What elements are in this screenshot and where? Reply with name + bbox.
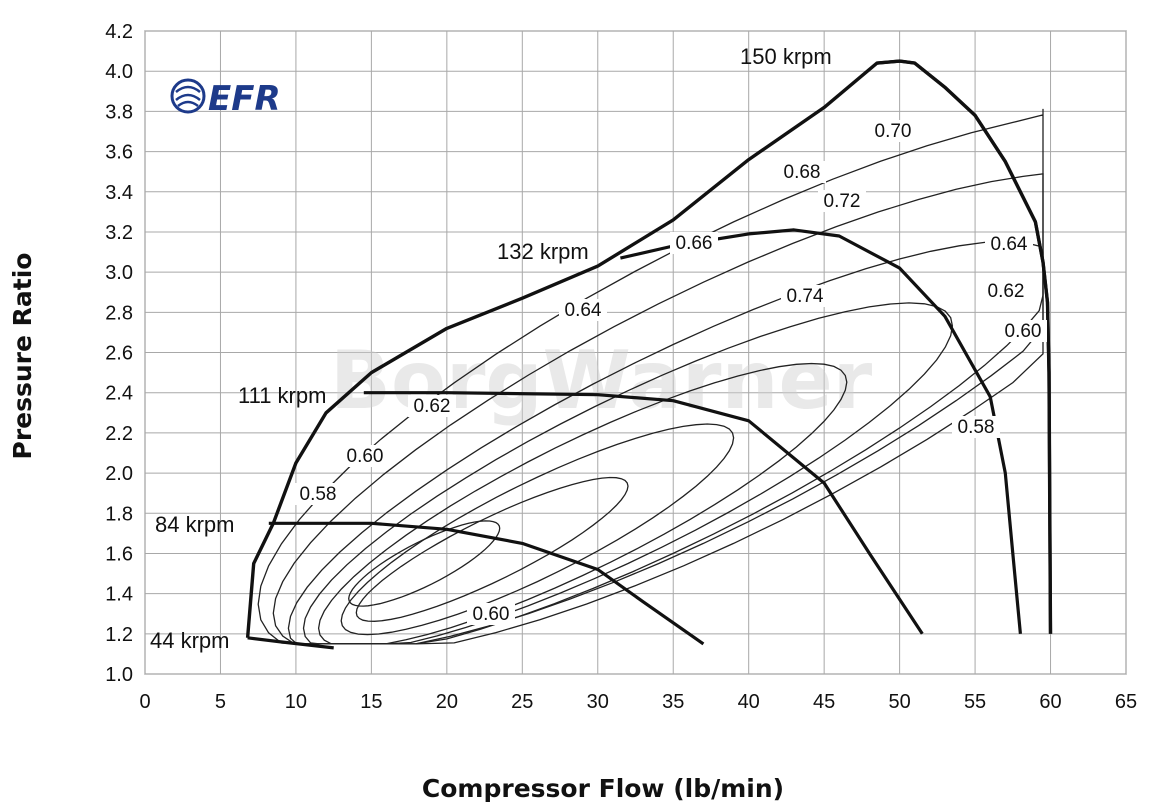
surge-line-path	[245, 59, 1053, 638]
surge-line	[245, 59, 1053, 638]
y-tick-label: 2.0	[105, 463, 133, 485]
y-tick-label: 3.8	[105, 101, 133, 123]
efficiency-label: 0.62	[414, 396, 451, 417]
y-tick-label: 2.4	[105, 383, 133, 405]
x-tick-label: 30	[587, 691, 609, 713]
efficiency-label-bg	[341, 445, 389, 467]
x-tick-label: 60	[1039, 691, 1061, 713]
x-tick-label: 10	[285, 691, 307, 713]
x-tick-label: 5	[215, 691, 226, 713]
x-tick-label: 40	[738, 691, 760, 713]
efficiency-label-bg	[818, 190, 866, 212]
efficiency-label: 0.74	[787, 286, 824, 307]
y-tick-label: 4.0	[105, 61, 133, 83]
efficiency-label-bg	[985, 233, 1033, 255]
y-tick-label: 1.6	[105, 543, 133, 565]
x-tick-label: 35	[662, 691, 684, 713]
y-tick-label: 4.2	[105, 21, 133, 43]
y-tick-label: 3.6	[105, 142, 133, 164]
logo-text: EFR	[208, 79, 281, 119]
efficiency-contour	[355, 476, 629, 622]
x-tick-label: 25	[511, 691, 533, 713]
speed-label: 150 krpm	[740, 44, 832, 69]
efficiency-label-bg	[982, 280, 1030, 302]
efficiency-contour	[348, 520, 501, 607]
efficiency-label-bg	[670, 232, 718, 254]
efficiency-label-bg	[778, 161, 826, 183]
y-tick-label: 1.0	[105, 664, 133, 686]
efficiency-label: 0.58	[300, 484, 337, 505]
x-tick-label: 65	[1115, 691, 1137, 713]
x-tick-label: 20	[436, 691, 458, 713]
efficiency-label-bg	[781, 285, 829, 307]
efficiency-label: 0.58	[958, 417, 995, 438]
speed-line	[247, 636, 334, 650]
efficiency-label-bg	[559, 299, 607, 321]
efficiency-label-bg	[999, 320, 1047, 342]
speed-line	[268, 521, 705, 646]
speed-label: 44 krpm	[150, 628, 229, 653]
y-tick-label: 1.2	[105, 624, 133, 646]
efficiency-contours	[257, 108, 1044, 645]
efficiency-label-bg	[408, 395, 456, 417]
y-tick-label: 3.4	[105, 182, 133, 204]
efficiency-contour	[287, 240, 1044, 645]
y-tick-label: 2.8	[105, 302, 133, 324]
y-tick-label: 3.0	[105, 262, 133, 284]
efficiency-label-bg	[952, 416, 1000, 438]
efficiency-contour	[272, 173, 1044, 645]
axis-ticks: 0 5 10 15 20 25 30 35 40 45 50 55 60 65 1.0 1.2 1.4 1.6 1.…	[105, 21, 1137, 713]
grid	[144, 30, 1127, 675]
efficiency-label: 0.60	[347, 446, 384, 467]
efficiency-label: 0.60	[1005, 321, 1042, 342]
x-tick-label: 55	[964, 691, 986, 713]
y-tick-label: 1.4	[105, 584, 133, 606]
efficiency-label: 0.68	[784, 162, 821, 183]
speed-line	[620, 228, 1022, 634]
efficiency-label: 0.66	[676, 233, 713, 254]
y-tick-label: 2.2	[105, 423, 133, 445]
efficiency-label-bg	[869, 120, 917, 142]
speed-label: 111 krpm	[238, 383, 326, 408]
efficiency-contour	[302, 302, 954, 645]
efficiency-label: 0.64	[991, 234, 1028, 255]
efficiency-label: 0.72	[824, 191, 861, 212]
turbo-swirl-icon	[170, 78, 206, 114]
y-tick-label: 1.8	[105, 503, 133, 525]
speed-labels: 44 krpm 84 krpm 111 krpm 132 krpm 150 krpm	[150, 44, 832, 653]
y-tick-label: 3.2	[105, 222, 133, 244]
turbo-swirl-lines-icon	[175, 85, 201, 108]
efficiency-label: 0.60	[473, 604, 510, 625]
speed-label: 84 krpm	[155, 512, 234, 537]
efficiency-label: 0.64	[565, 300, 602, 321]
x-tick-label: 15	[360, 691, 382, 713]
efficiency-label-bg	[467, 603, 515, 625]
x-tick-label: 50	[888, 691, 910, 713]
speed-label: 132 krpm	[497, 239, 589, 264]
efficiency-label: 0.62	[988, 281, 1025, 302]
efficiency-label: 0.70	[875, 121, 912, 142]
efr-logo: EFR	[170, 78, 281, 119]
x-tick-label: 0	[139, 691, 150, 713]
x-tick-label: 45	[813, 691, 835, 713]
efficiency-contour	[257, 108, 1044, 645]
efficiency-contour	[317, 362, 848, 645]
efficiency-contour	[340, 423, 735, 636]
x-axis-title: Compressor Flow (lb/min)	[422, 774, 784, 803]
speed-line	[363, 391, 924, 635]
y-tick-label: 2.6	[105, 343, 133, 365]
y-axis-title: Pressure Ratio	[8, 253, 37, 460]
efficiency-labels: 0.58 0.60 0.62 0.64 0.66 0.68 0.70 0.72 0.74 0.58…	[294, 120, 1047, 625]
efficiency-label-bg	[294, 483, 342, 505]
